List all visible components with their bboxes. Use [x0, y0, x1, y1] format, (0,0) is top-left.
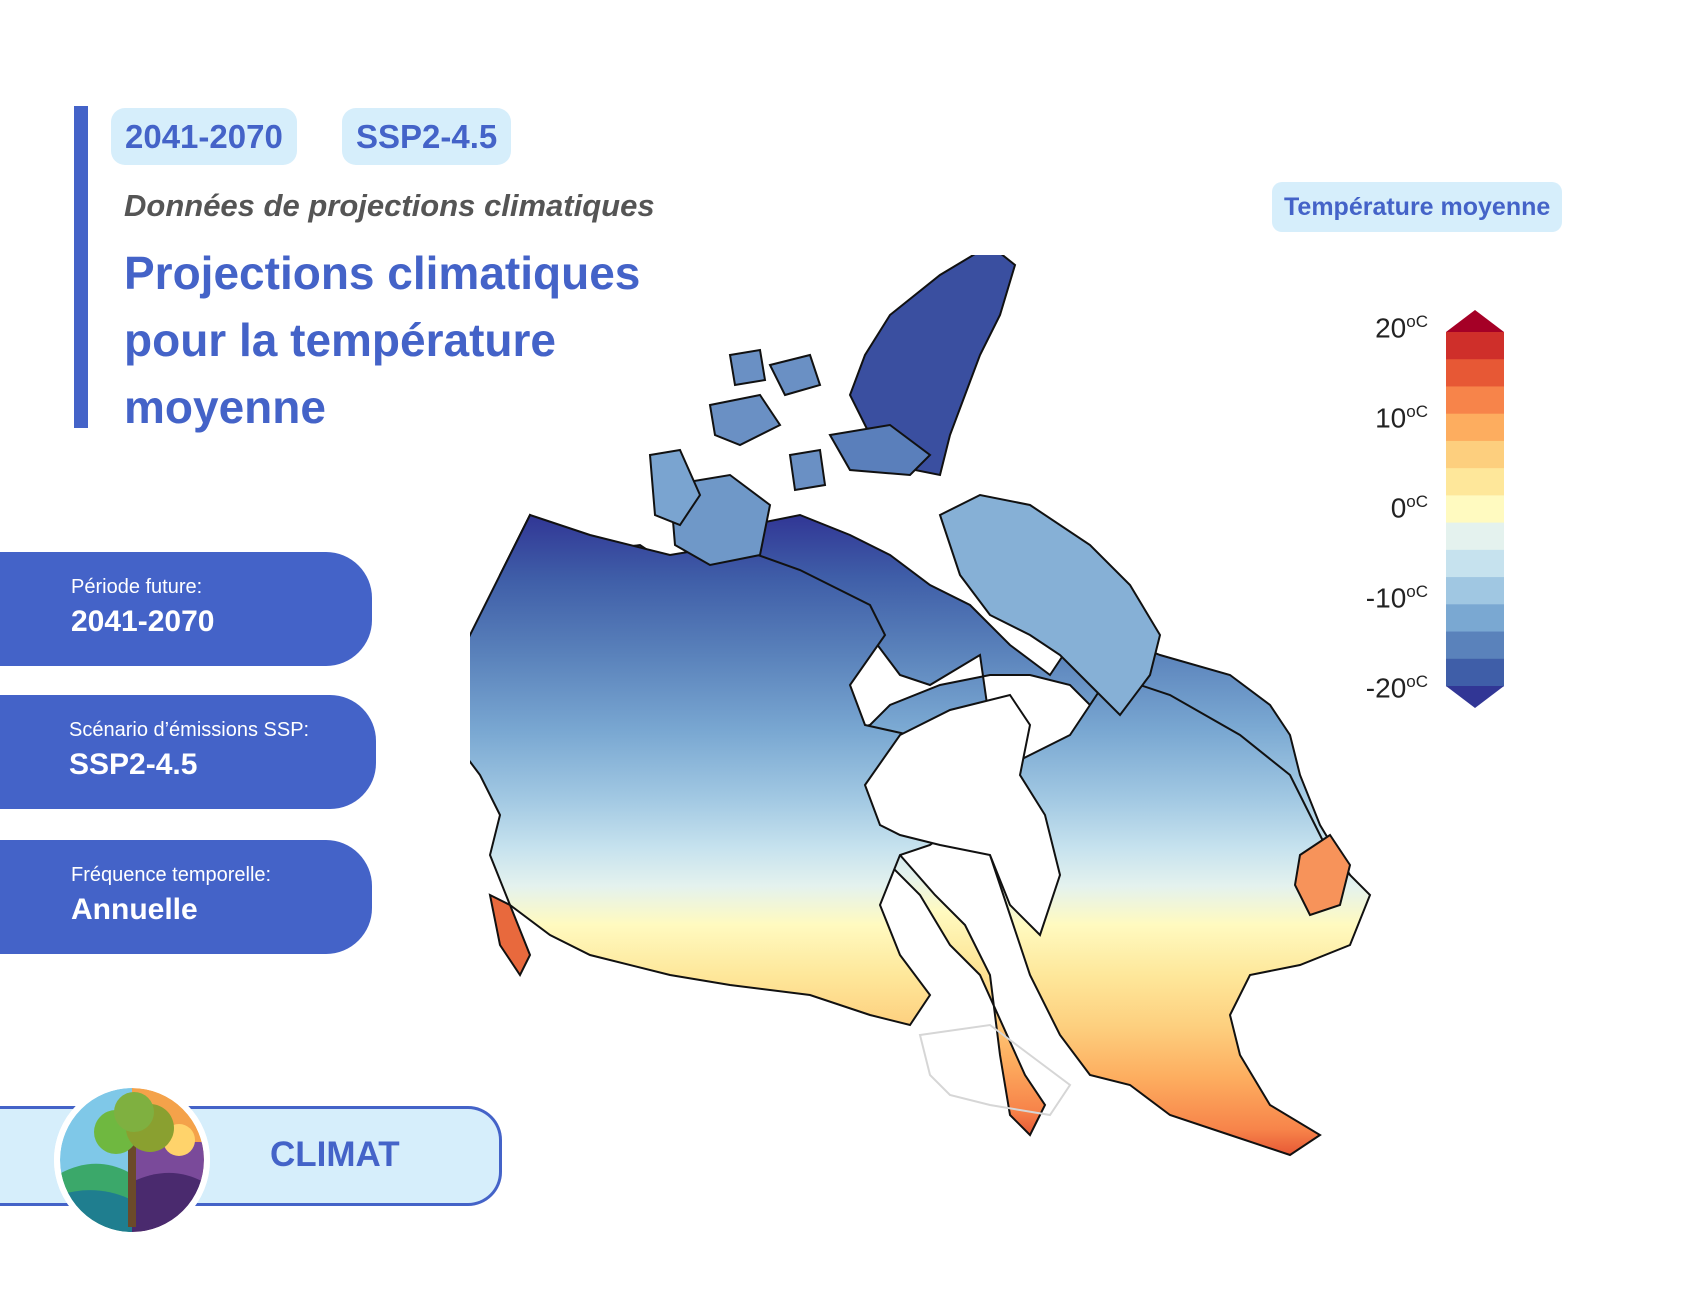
map-newfoundland [1293, 833, 1352, 917]
info-card-value: 2041-2070 [71, 605, 215, 638]
colorbar-segment [1446, 413, 1504, 442]
colorbar-top-arrow [1446, 310, 1504, 332]
colorbar-segment [1446, 522, 1504, 551]
theme-label: CLIMAT [270, 1135, 400, 1174]
colorbar-segment [1446, 359, 1504, 387]
accent-bar [74, 106, 88, 428]
colorbar-bottom-arrow [1446, 686, 1504, 708]
map-devon-island [828, 423, 932, 477]
legend-tick-20: 20oC [1375, 312, 1428, 344]
info-card-label: Fréquence temporelle: [71, 864, 272, 886]
legend-colorbar [1446, 310, 1504, 708]
colorbar-segment [1446, 658, 1504, 687]
colorbar-segment [1446, 549, 1504, 578]
canada-temperature-map [470, 255, 1372, 1157]
info-card-value: Annuelle [71, 893, 198, 926]
info-card-frequency: Fréquence temporelle: Annuelle [0, 840, 372, 954]
legend-tick-minus10: -10oC [1365, 582, 1428, 614]
legend-tick-0: 0oC [1390, 492, 1428, 524]
map-great-lakes [918, 1023, 1072, 1117]
colorbar-segment [1446, 577, 1504, 605]
colorbar-segment [1446, 386, 1504, 415]
colorbar-segment [1446, 440, 1504, 469]
legend-tick-10: 10oC [1375, 402, 1428, 434]
map-baffin-island [938, 493, 1162, 717]
period-tag: 2041-2070 [111, 108, 297, 165]
colorbar-segment [1446, 332, 1504, 360]
map-hudson-bay [863, 693, 1062, 937]
map-ellesmere-island [848, 255, 1017, 477]
subtitle: Données de projections climatiques [124, 188, 655, 223]
scenario-tag: SSP2-4.5 [342, 108, 512, 165]
climate-emblem-icon [54, 1082, 210, 1238]
info-card-period: Période future: 2041-2070 [0, 552, 372, 666]
info-card-label: Période future: [71, 576, 203, 598]
colorbar-segment [1446, 495, 1504, 524]
map-small-islands [708, 348, 827, 492]
info-card-scenario: Scénario d’émissions SSP: SSP2-4.5 [0, 695, 376, 809]
info-card-value: SSP2-4.5 [69, 748, 198, 781]
legend-title: Température moyenne [1272, 182, 1563, 232]
page-title: Projections climatiques pour la températ… [124, 247, 641, 433]
legend-tick-minus20: -20oC [1365, 672, 1428, 704]
colorbar-segment [1446, 468, 1504, 496]
colorbar-segment [1446, 604, 1504, 633]
map-vancouver-island [488, 893, 532, 977]
info-card-label: Scénario d’émissions SSP: [69, 719, 310, 741]
map-banks-island [648, 448, 702, 527]
colorbar-segment [1446, 631, 1504, 660]
